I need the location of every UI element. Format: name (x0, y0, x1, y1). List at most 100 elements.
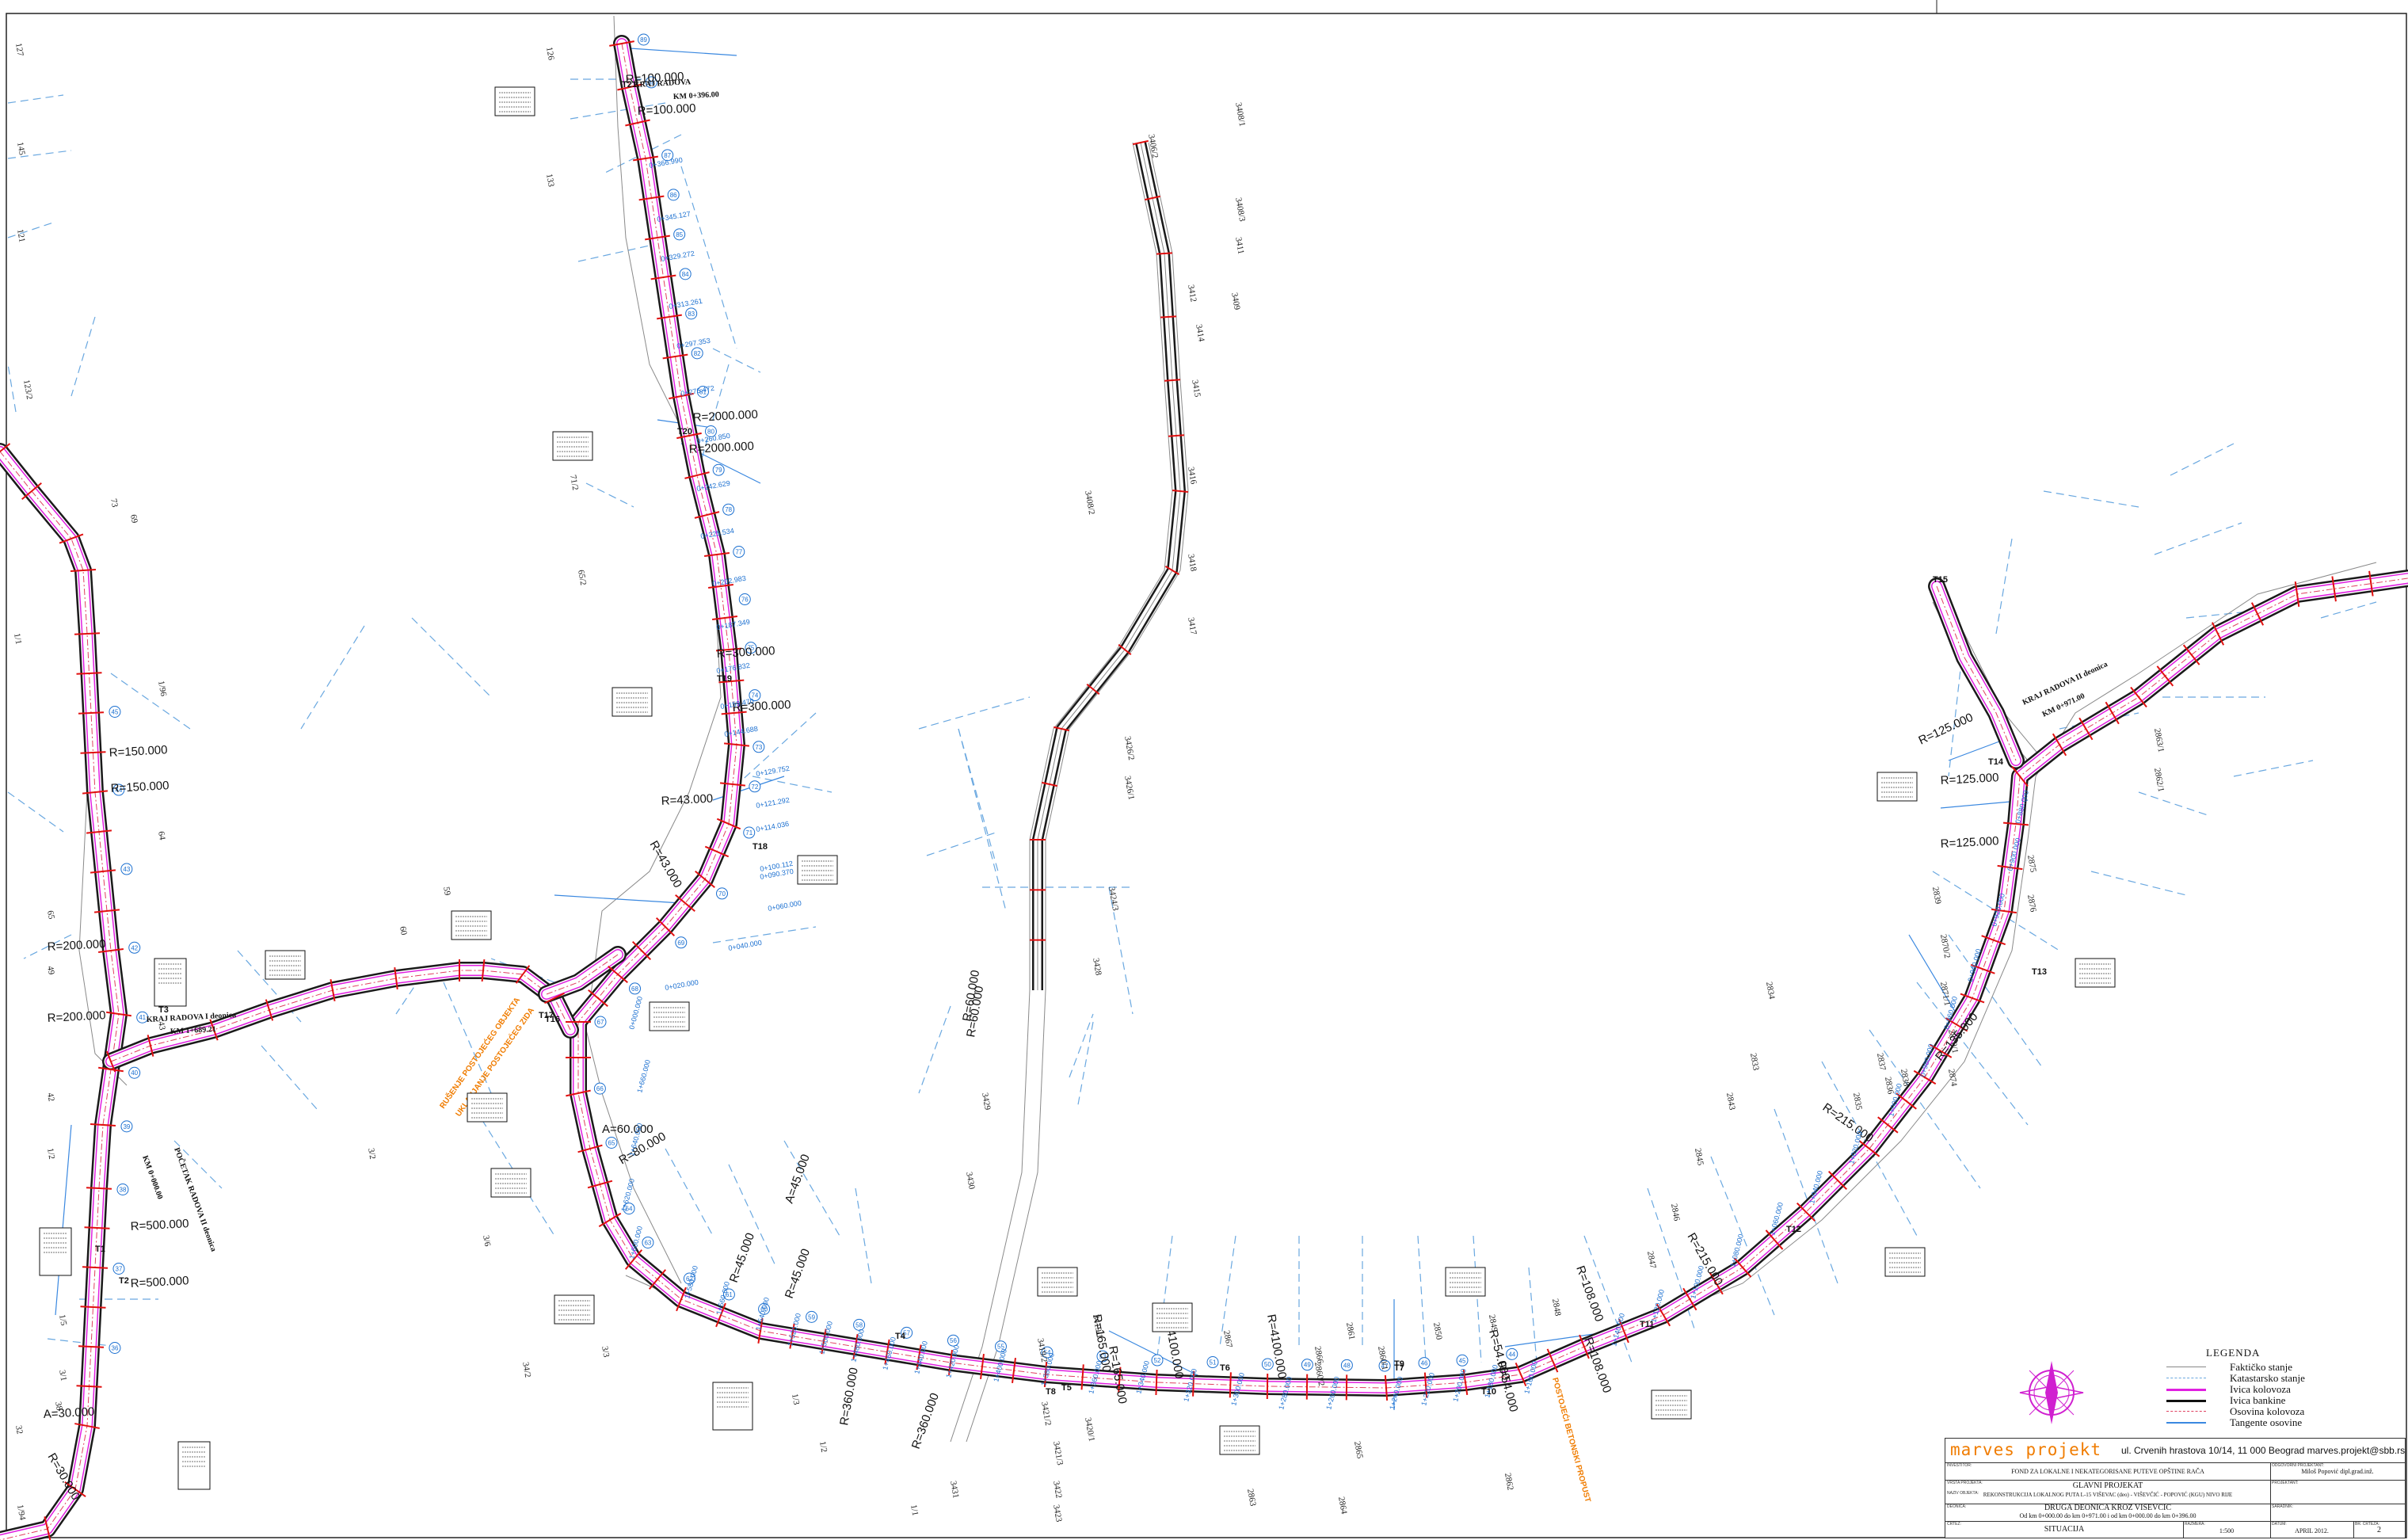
station-marker-icon (712, 463, 725, 476)
parcel-label: 2843 (1724, 1092, 1737, 1111)
station-marker-number: 83 (688, 311, 695, 318)
station-marker-icon (722, 503, 735, 516)
station-marker-number: 68 (631, 985, 638, 993)
radius-label: A=30.000 (43, 1405, 94, 1421)
cross-section-tick (723, 742, 750, 747)
cross-section-tick (44, 1516, 51, 1540)
station-marker-number: 86 (670, 192, 677, 199)
parcel-label: 3414 (1194, 323, 1206, 342)
parcel-label: 3426/1 (1122, 775, 1136, 800)
cross-section-tick (695, 870, 715, 889)
cross-section-tick (1384, 1374, 1389, 1401)
legend-swatch (2166, 1411, 2206, 1412)
parcel-label: 2838 (1899, 1068, 1911, 1087)
station-marker-number: 62 (686, 1275, 693, 1283)
cross-section-tick (97, 948, 124, 953)
parcel-label: 2867 (1221, 1329, 1234, 1348)
parcel-label: 38 (53, 1401, 64, 1411)
station-marker-number: 57 (903, 1329, 910, 1336)
cross-section-tick (2211, 622, 2225, 646)
radius-label: R=45.000 (783, 1247, 813, 1300)
station-marker-number: 60 (760, 1306, 768, 1313)
cross-section-tick (716, 818, 741, 830)
radius-label: R=45.000 (727, 1231, 757, 1284)
cross-section-tick (757, 1318, 764, 1344)
radius-label: R=215.000 (1685, 1231, 1726, 1288)
collab-key: PROJEKTANT: (2272, 1481, 2299, 1485)
station-marker-number: 88 (648, 79, 655, 86)
radius-label: R=300.000 (716, 644, 775, 661)
station-marker-icon (704, 425, 717, 438)
station-marker-icon (685, 307, 698, 320)
cross-section-tick (0, 443, 11, 453)
parcel-label: 2870/1 (1946, 1028, 1960, 1054)
curve-element-box (494, 86, 535, 116)
cross-section-tick (1796, 1202, 1816, 1222)
parcel-label: 3428 (1091, 957, 1103, 976)
station-marker-number: 56 (950, 1337, 957, 1344)
station-marker-icon (806, 1310, 818, 1323)
legend-label: Tangente osovine (2230, 1416, 2303, 1428)
station-marker-icon (716, 887, 729, 900)
parcel-label: 2845 (1693, 1147, 1705, 1166)
drawing-key: CRTEŽ: (1947, 1522, 1961, 1527)
station-marker-icon (691, 347, 703, 360)
cross-section-tick (1765, 1229, 1784, 1250)
cross-section-tick (2105, 701, 2120, 725)
station-marker-number: 44 (1508, 1351, 1515, 1358)
road-center-spur (1032, 141, 1186, 990)
cross-section-tick (1133, 139, 1149, 146)
cross-section-tick (916, 1344, 922, 1370)
legend-swatch (2166, 1422, 2206, 1424)
station-marker-number: 76 (741, 597, 749, 604)
parcel-label: 3411 (1233, 236, 1246, 254)
parcel-label: 3415 (1190, 379, 1202, 398)
station-marker-icon (1418, 1357, 1431, 1370)
radius-label: R=360.000 (837, 1367, 861, 1427)
parcel-label: 3426/2 (1122, 735, 1136, 760)
cross-section-tick (2002, 821, 2029, 826)
station-marker-icon (642, 1236, 654, 1248)
cross-section-tick (21, 482, 42, 501)
works-note: KM 0+000.00 (140, 1154, 164, 1200)
parcel-label: 3/3 (600, 1345, 611, 1358)
cross-section-tick (1086, 683, 1100, 696)
parcel-label: 60 (398, 925, 409, 936)
station-marker-number: 39 (123, 1123, 130, 1130)
cross-section-tick (1960, 993, 1985, 1004)
station-label: 0+040.000 (728, 939, 763, 952)
station-marker-icon (673, 228, 686, 241)
cross-section-tick (2130, 686, 2147, 708)
station-label: 0+129.752 (756, 764, 791, 778)
section-cell: DEONICA: DRUGA DEONICA KROZ VIŠEVČIĆ Od … (1945, 1504, 2271, 1522)
node-label: T13 (2032, 967, 2047, 977)
cross-section-tick (1896, 1092, 1917, 1110)
cross-section-tick (650, 274, 676, 280)
parcel-label: 3421/2 (1039, 1401, 1053, 1426)
curve-element-box (712, 1382, 753, 1431)
parcel-label: 42 (45, 1092, 56, 1102)
cross-section-tick (1229, 1372, 1232, 1398)
cross-section-tick (90, 1123, 116, 1126)
parcel-label: 1/1 (909, 1504, 920, 1516)
cross-section-tick (1970, 963, 1995, 974)
curve-element-box (552, 431, 593, 461)
station-marker-number: 65 (608, 1140, 615, 1147)
station-marker-icon (853, 1318, 866, 1331)
drawing-value: SITUACIJA (2044, 1525, 2085, 1534)
cross-section-tick (1858, 1140, 1880, 1157)
object-value: REKONSTRUKCIJA LOKALNOG PUTA L-15 VIŠEVA… (1983, 1492, 2233, 1498)
parcel-label: 64 (156, 830, 167, 841)
cross-section-tick (711, 616, 738, 620)
cross-section-tick (707, 584, 734, 589)
station-marker-icon (749, 689, 761, 702)
sheet-frame (6, 13, 2407, 1538)
parcel-label: 71/2 (568, 474, 580, 490)
designer-key: ODGOVORNI PROJEKTANT: (2272, 1463, 2325, 1468)
cross-section-tick (608, 965, 628, 984)
scale-value: 1:500 (2219, 1527, 2235, 1534)
station-marker-icon (745, 642, 757, 654)
station-marker-icon (683, 1272, 695, 1285)
cross-section-tick (80, 1306, 106, 1309)
node-label: T10 (1481, 1387, 1496, 1397)
